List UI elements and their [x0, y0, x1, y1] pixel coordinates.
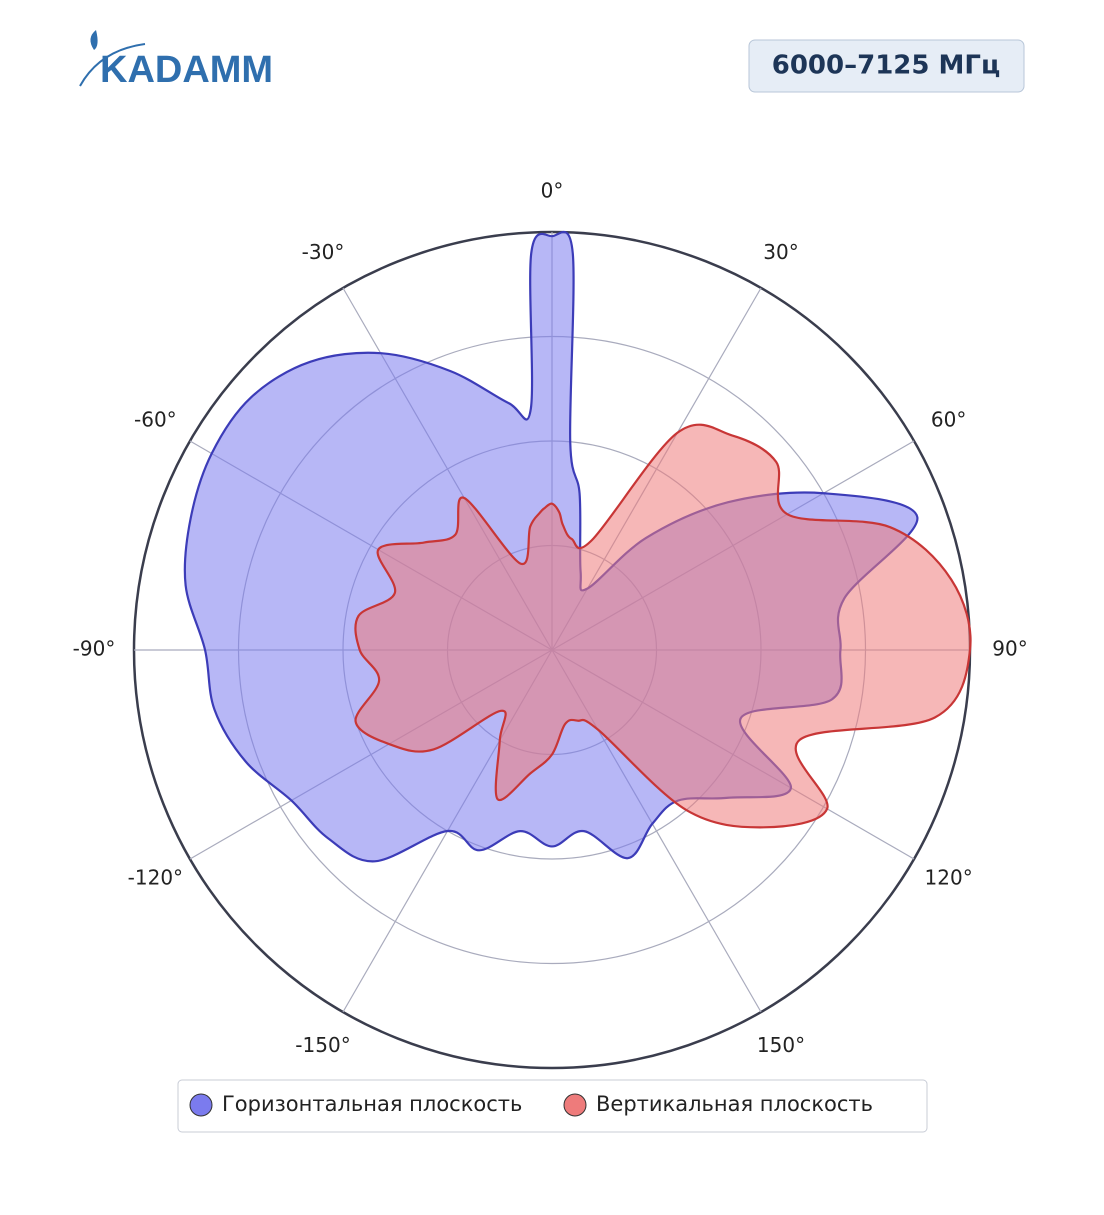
theta-tick-label: 0°	[541, 179, 564, 203]
badge-box	[748, 39, 1025, 93]
legend-item[interactable]: Горизонтальная плоскость	[189, 1092, 522, 1117]
logo-text: KADAMM	[100, 49, 273, 91]
badge: 6000–7125 МГц	[772, 51, 1001, 81]
theta-tick-label: 90°	[992, 637, 1027, 661]
legend-label: Горизонтальная плоскость	[222, 1092, 522, 1116]
theta-tick-label: 150°	[757, 1033, 805, 1057]
series-area	[354, 423, 972, 829]
theta-tick-label: -30°	[302, 240, 345, 264]
legend-swatch	[189, 1093, 213, 1117]
theta-tick-label: 60°	[931, 408, 966, 432]
legend-item[interactable]: Вертикальная плоскость	[563, 1092, 873, 1117]
theta-tick-label: -150°	[295, 1033, 350, 1057]
theta-tick-label: -120°	[128, 866, 183, 890]
legend-swatch	[563, 1093, 587, 1117]
theta-tick-label: -90°	[73, 637, 116, 661]
legend-label: Вертикальная плоскость	[596, 1092, 873, 1116]
theta-tick-label: 120°	[925, 866, 973, 890]
theta-tick-label: -60°	[134, 408, 177, 432]
logo-swoosh	[79, 43, 146, 87]
logo-mark	[90, 30, 98, 50]
theta-tick-label: 30°	[763, 240, 798, 264]
logo: KADAMM	[79, 30, 273, 91]
legend-box	[177, 1079, 928, 1133]
